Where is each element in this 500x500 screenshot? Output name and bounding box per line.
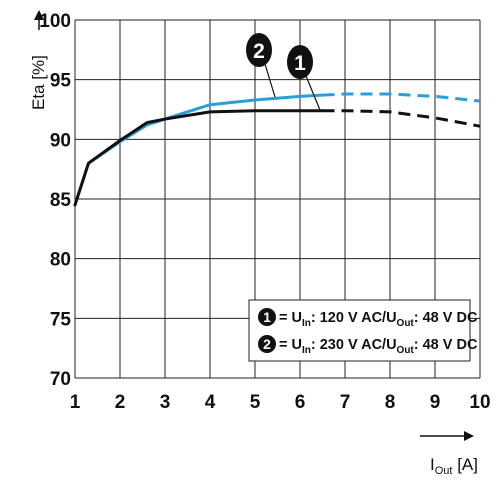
- grid: [74, 19, 481, 379]
- legend: 1 = UIn: 120 V AC/UOut: 48 V DC 2 = UIn: 23…: [248, 299, 478, 362]
- callout-2-number: 2: [253, 40, 265, 63]
- legend-entry-2: = UIn: 230 V AC/UOut: 48 V DC: [279, 337, 478, 356]
- legend-entry-1: = UIn: 120 V AC/UOut: 48 V DC: [279, 310, 478, 329]
- series-2-dashed-line: [322, 92, 481, 103]
- x-tick-label: 1: [70, 392, 81, 413]
- x-axis-label: IOut [A]: [430, 455, 478, 477]
- y-tick-labels: 70 75 80 85 90 95 100: [39, 11, 71, 390]
- y-tick-label: 90: [50, 130, 71, 151]
- legend-badge-number: 1: [263, 309, 271, 325]
- x-tick-label: 5: [250, 392, 261, 413]
- legend-badge-number: 2: [263, 336, 271, 352]
- x-axis-label-group: IOut [A]: [420, 431, 478, 477]
- legend-box: [248, 299, 471, 362]
- y-tick-label: 95: [50, 71, 72, 92]
- callout-1-badge: [287, 45, 313, 79]
- x-tick-label: 6: [295, 392, 306, 413]
- callout-1-leader: [305, 75, 321, 111]
- callout-2-leader: [264, 63, 276, 98]
- legend-badge-1: [258, 308, 276, 326]
- callout-1-number: 1: [294, 52, 306, 75]
- series-1-line: [73, 109, 324, 207]
- x-tick-label: 3: [160, 392, 171, 413]
- y-tick-label: 75: [50, 309, 72, 330]
- y-axis-arrow-head: [34, 10, 44, 20]
- callout-2-badge: [246, 33, 272, 67]
- x-tick-label: 10: [469, 392, 490, 413]
- x-tick-label: 4: [205, 392, 216, 413]
- series-callouts: 21: [246, 33, 321, 111]
- y-tick-label: 70: [50, 369, 71, 390]
- series-1-dashed-line: [322, 109, 481, 128]
- x-tick-labels: 1 2 3 4 5 6 7 8 9 10: [70, 392, 491, 413]
- y-tick-label: 85: [50, 190, 72, 211]
- y-tick-label: 100: [39, 11, 71, 32]
- y-tick-label: 80: [50, 250, 71, 271]
- legend-badge-2: [258, 335, 276, 353]
- y-axis-label: Eta [%]: [29, 55, 48, 110]
- x-tick-label: 7: [340, 392, 351, 413]
- x-tick-label: 9: [430, 392, 441, 413]
- series-lines: [73, 92, 481, 207]
- x-axis-arrow-head: [464, 431, 474, 441]
- x-tick-label: 8: [385, 392, 396, 413]
- y-axis-label-group: Eta [%]: [29, 10, 48, 110]
- x-tick-label: 2: [115, 392, 126, 413]
